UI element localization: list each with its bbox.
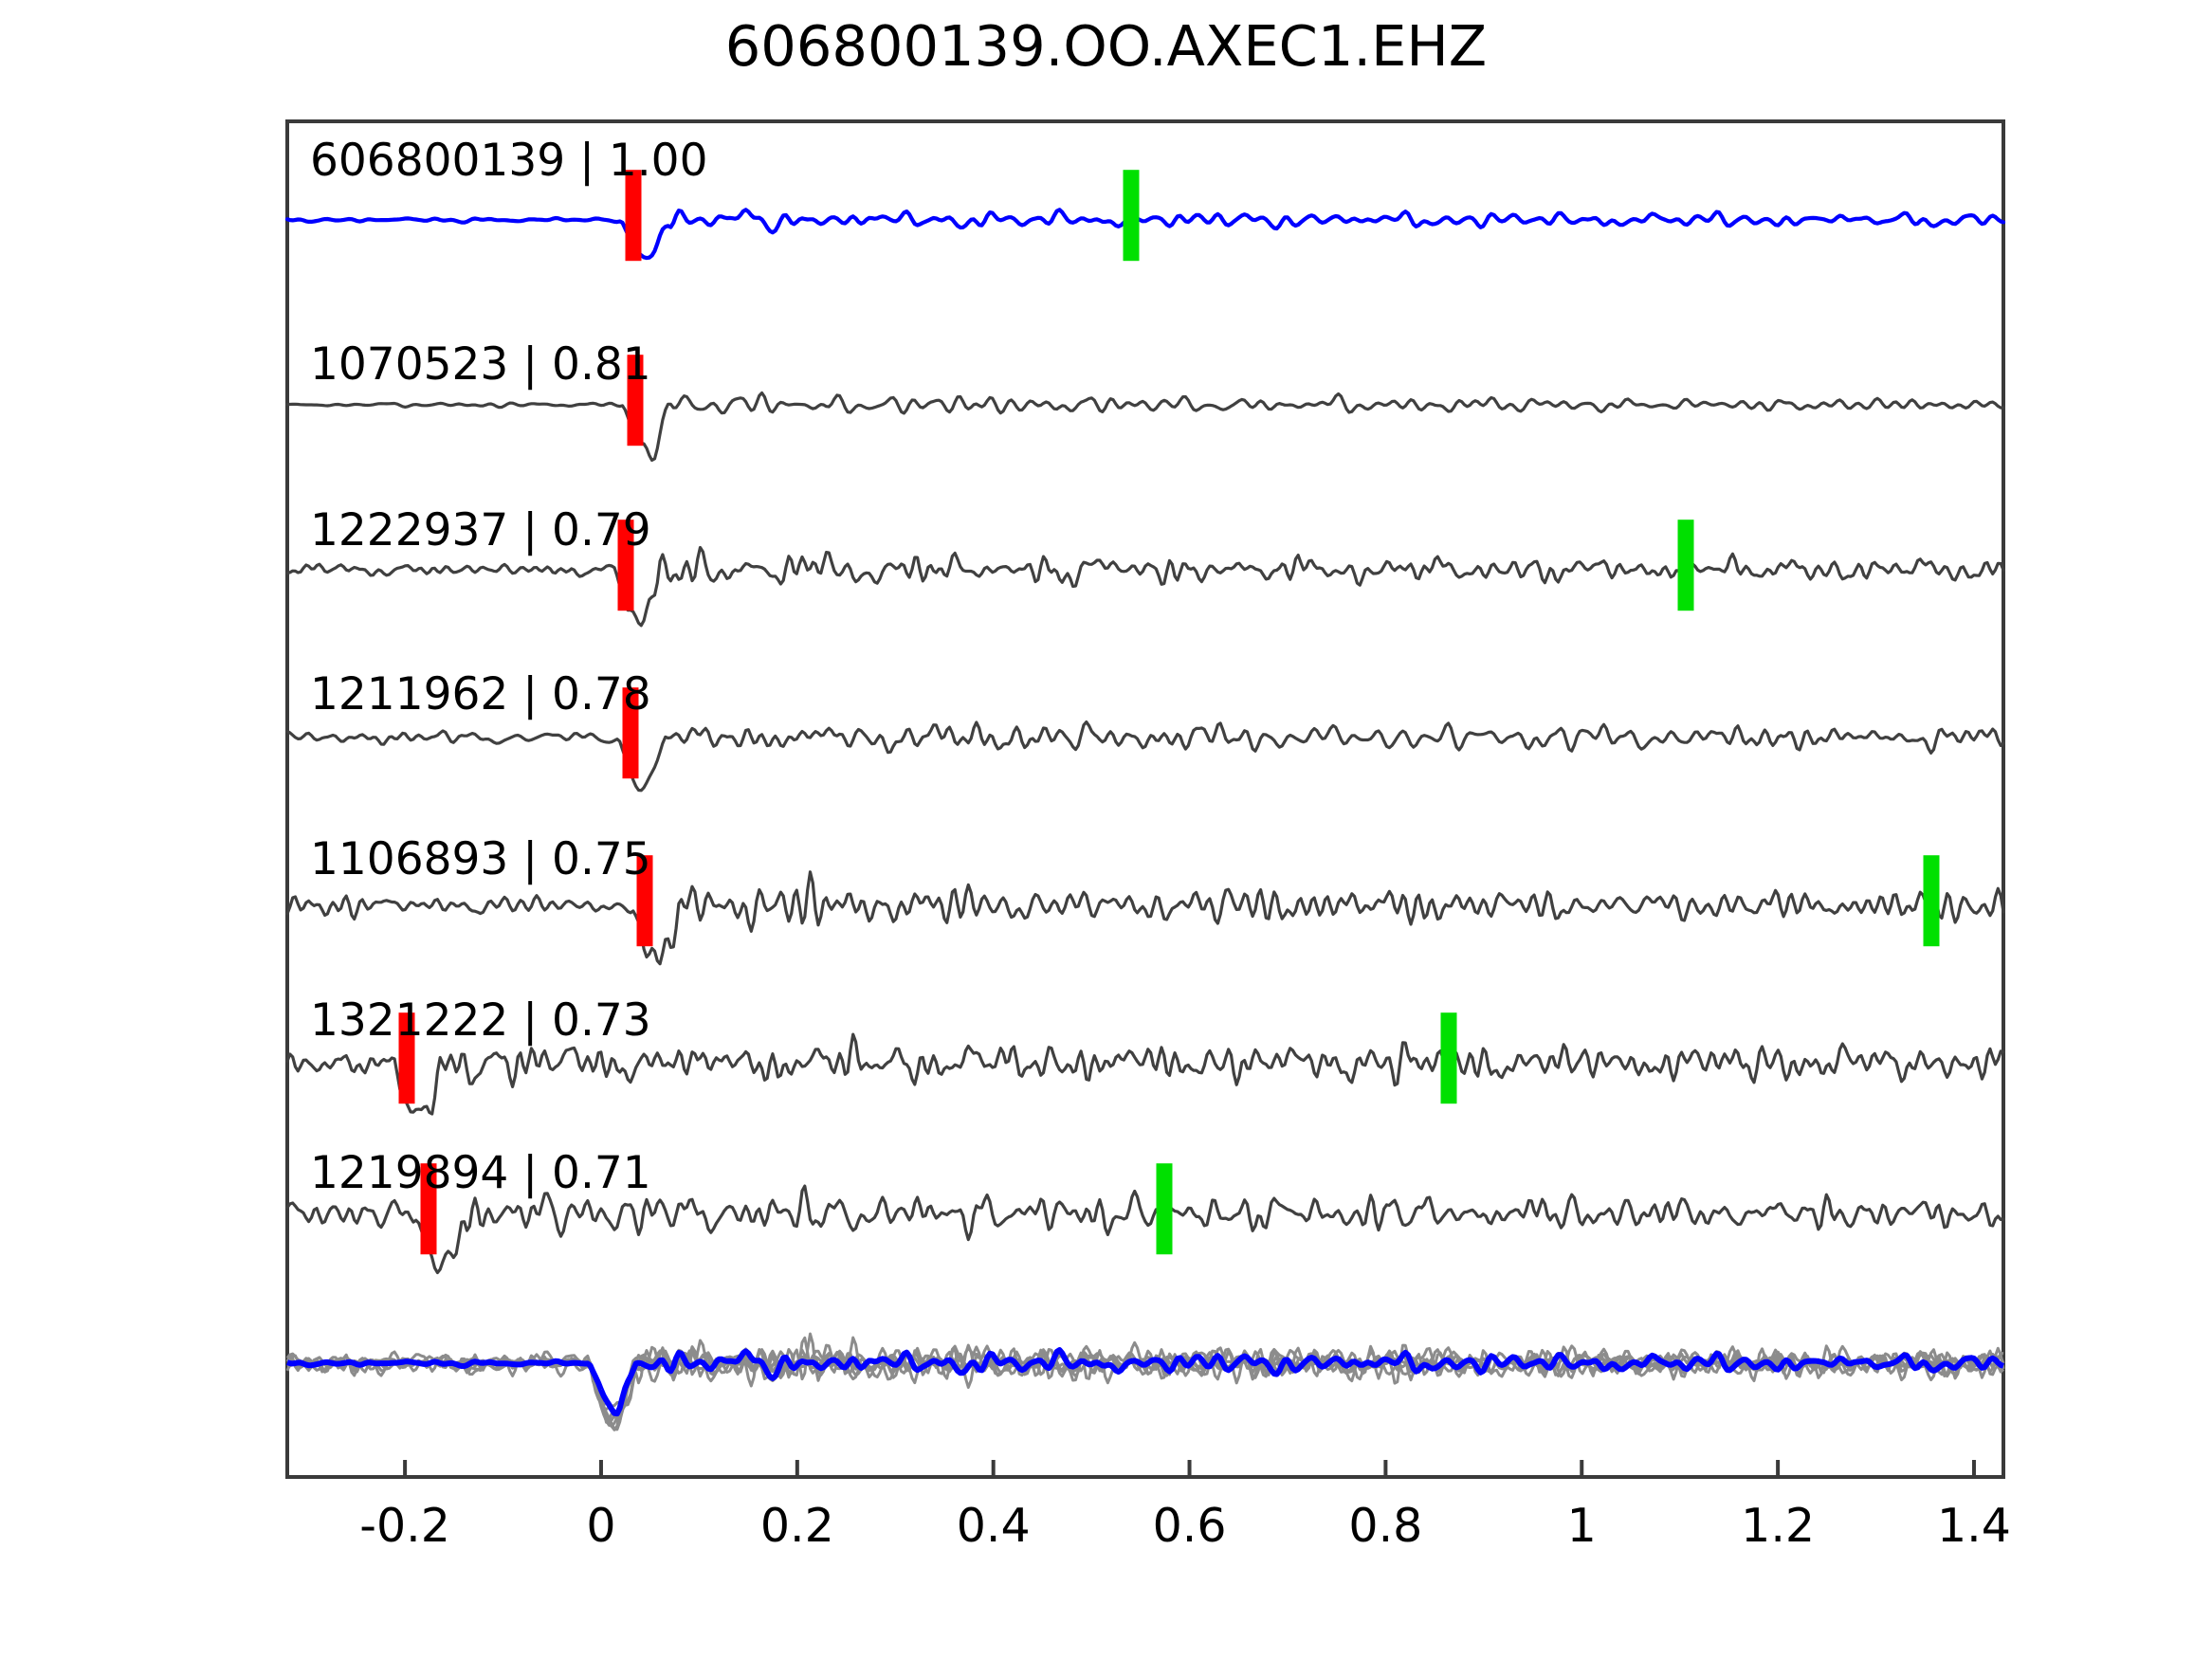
p-pick-marker <box>627 355 644 447</box>
x-tick-label: -0.2 <box>359 1499 450 1553</box>
stack-overlay-trace <box>285 1336 2004 1431</box>
trace-label: 1070523 | 0.81 <box>310 338 651 391</box>
waveform-trace <box>285 1184 2005 1275</box>
waveform-trace <box>285 1032 2005 1116</box>
waveform-trace <box>285 720 2005 793</box>
s-pick-marker <box>1123 170 1140 262</box>
trace-label-group: 606800139 | 1.00 1070523 | 0.81 1222937 | … <box>310 135 708 1199</box>
p-pick-marker <box>617 520 634 611</box>
axes-frame <box>285 119 2005 1479</box>
stack-overlay-trace <box>285 1336 2004 1424</box>
x-tick-label: 0.6 <box>1153 1499 1227 1553</box>
waveform-trace <box>285 545 2005 628</box>
trace-label: 1106893 | 0.75 <box>310 833 651 885</box>
x-tick-label: 0.4 <box>957 1499 1031 1553</box>
x-axis-ticks: -0.2 0 0.2 0.4 0.6 0.8 1 1.2 1.4 <box>359 1460 2011 1553</box>
stack-reference-trace <box>285 1347 2004 1417</box>
trace-label: 1219894 | 0.71 <box>310 1147 651 1199</box>
p-pick-marker <box>625 170 642 262</box>
trace-label: 1211962 | 0.78 <box>310 668 651 720</box>
x-tick-label: 1 <box>1567 1499 1597 1553</box>
s-pick-marker <box>1677 520 1694 611</box>
s-pick-marker <box>1440 1012 1457 1104</box>
p-pick-marker <box>398 1012 415 1104</box>
p-pick-marker <box>420 1163 437 1255</box>
waveform-trace <box>285 391 2005 463</box>
x-tick-label: 0.8 <box>1348 1499 1422 1553</box>
waveform-trace <box>285 870 2005 966</box>
p-pick-marker <box>622 687 639 779</box>
x-tick-label: 0 <box>586 1499 615 1553</box>
trace-group <box>284 208 2006 1431</box>
x-tick-label: 0.2 <box>760 1499 834 1553</box>
stack-overlay-panel <box>285 1332 2005 1431</box>
s-pick-marker <box>1923 855 1940 947</box>
stack-overlay-trace <box>285 1332 2005 1422</box>
page-title: 606800139.OO.AXEC1.EHZ <box>724 13 1488 79</box>
trace-label: 1321222 | 0.73 <box>310 994 651 1047</box>
x-tick-label: 1.4 <box>1937 1499 2011 1553</box>
p-pick-marker <box>636 855 653 947</box>
trace-label: 606800139 | 1.00 <box>310 135 708 187</box>
x-tick-label: 1.2 <box>1741 1499 1815 1553</box>
waveform-trace <box>284 208 2006 261</box>
trace-label: 1222937 | 0.79 <box>310 504 651 556</box>
s-pick-marker <box>1156 1163 1173 1255</box>
pick-marker-group <box>398 170 1940 1255</box>
